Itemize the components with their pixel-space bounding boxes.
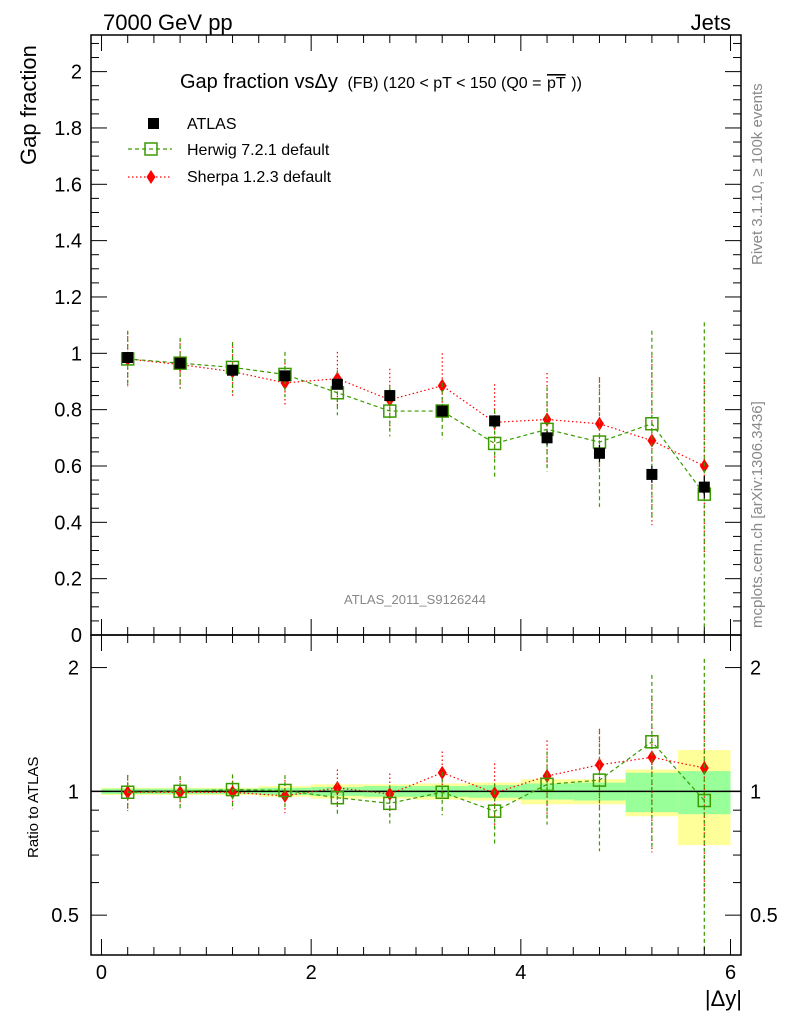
ratio-y-axis-title: Ratio to ATLAS (25, 757, 42, 858)
herwig-point (278, 783, 292, 798)
plot-title: Gap fraction vsΔy (FB) (120 < pT < 150 (… (180, 71, 582, 93)
atlas-point (227, 364, 239, 376)
main-y-tick-label: 2 (71, 62, 82, 84)
atlas-point (541, 432, 553, 444)
ratio-y-tick-label: 2 (68, 658, 79, 680)
herwig-line-main (127, 358, 705, 495)
x-axis-title: |Δy| (705, 986, 742, 1011)
axes-frames: 0 0.2 0.4 0.6 0.8 1 1.2 1.4 1.6 1.8 2 0.5 0.5 1 1 2 2 0 2 4… (51, 34, 778, 984)
herwig-point (173, 356, 187, 370)
herwig-point (540, 777, 554, 792)
atlas-point (122, 352, 134, 364)
legend-atlas-marker (148, 118, 159, 129)
atlas-point (593, 447, 605, 459)
overline-pt: pT (547, 75, 566, 92)
legend: ATLAS Herwig 7.2.1 default Sherpa 1.2.3 … (128, 116, 332, 186)
legend-herwig-label: Herwig 7.2.1 default (187, 142, 330, 159)
atlas-point (279, 370, 291, 382)
sherpa-line-main (127, 358, 705, 467)
herwig-point (592, 773, 607, 787)
x-tick-label: 0 (96, 962, 107, 984)
main-y-tick-label: 0.4 (54, 512, 82, 534)
ratio-y-tick-label-right: 0.5 (750, 905, 778, 927)
herwig-point (435, 404, 449, 418)
main-y-tick-label: 1.2 (54, 287, 82, 309)
herwig-point (697, 793, 712, 808)
data-series (120, 322, 712, 955)
herwig-line-ratio (127, 740, 705, 812)
sherpa-point (647, 433, 657, 448)
legend-sherpa-label: Sherpa 1.2.3 default (187, 169, 332, 186)
header-process-label: Jets (691, 10, 731, 35)
main-y-tick-label: 0 (71, 625, 82, 647)
herwig-point (173, 784, 187, 799)
main-y-tick-label: 1.4 (54, 231, 82, 253)
header-energy-label: 7000 GeV pp (103, 10, 233, 35)
legend-sherpa-marker (146, 170, 156, 184)
herwig-point (487, 436, 502, 451)
x-tick-label: 4 (515, 962, 526, 984)
herwig-point (383, 404, 397, 418)
x-tick-label: 2 (306, 962, 317, 984)
herwig-point (487, 804, 502, 818)
atlas-point (174, 357, 186, 369)
ratio-y-tick-label-right: 1 (750, 781, 761, 803)
analysis-watermark: ATLAS_2011_S9126244 (344, 592, 486, 607)
main-y-axis-title: Gap fraction (16, 45, 41, 165)
main-y-tick-label: 1 (71, 343, 82, 365)
sherpa-line-ratio (127, 756, 705, 797)
legend-herwig-marker (144, 142, 158, 156)
atlas-point (436, 405, 448, 417)
main-y-tick-label: 0.2 (54, 569, 82, 591)
rivet-version-label: Rivet 3.1.10, ≥ 100k events (749, 83, 766, 265)
mcplots-reference-label: mcplots.cern.ch [arXiv:1306.3436] (749, 401, 766, 628)
atlas-point (331, 378, 343, 390)
herwig-point (645, 416, 659, 431)
ratio-y-tick-label: 1 (68, 781, 79, 803)
herwig-point (330, 790, 345, 805)
legend-atlas-label: ATLAS (187, 116, 237, 133)
x-tick-label: 6 (725, 962, 736, 984)
atlas-point (646, 468, 658, 480)
herwig-point (225, 782, 240, 797)
sherpa-point (594, 416, 604, 431)
main-y-tick-label: 0.6 (54, 456, 82, 478)
main-y-tick-label: 1.6 (54, 174, 82, 196)
herwig-point (383, 796, 397, 811)
ratio-y-tick-label-right: 2 (750, 658, 761, 680)
herwig-point (435, 785, 449, 799)
main-y-tick-label: 0.8 (54, 400, 82, 422)
atlas-point (489, 415, 501, 427)
ratio-y-tick-label: 0.5 (51, 905, 79, 927)
sherpa-point (647, 750, 657, 765)
sherpa-point (699, 760, 709, 775)
atlas-point (384, 390, 396, 402)
herwig-point (645, 735, 659, 749)
main-y-tick-label: 1.8 (54, 118, 82, 140)
atlas-point (698, 481, 710, 493)
herwig-point (120, 785, 135, 799)
